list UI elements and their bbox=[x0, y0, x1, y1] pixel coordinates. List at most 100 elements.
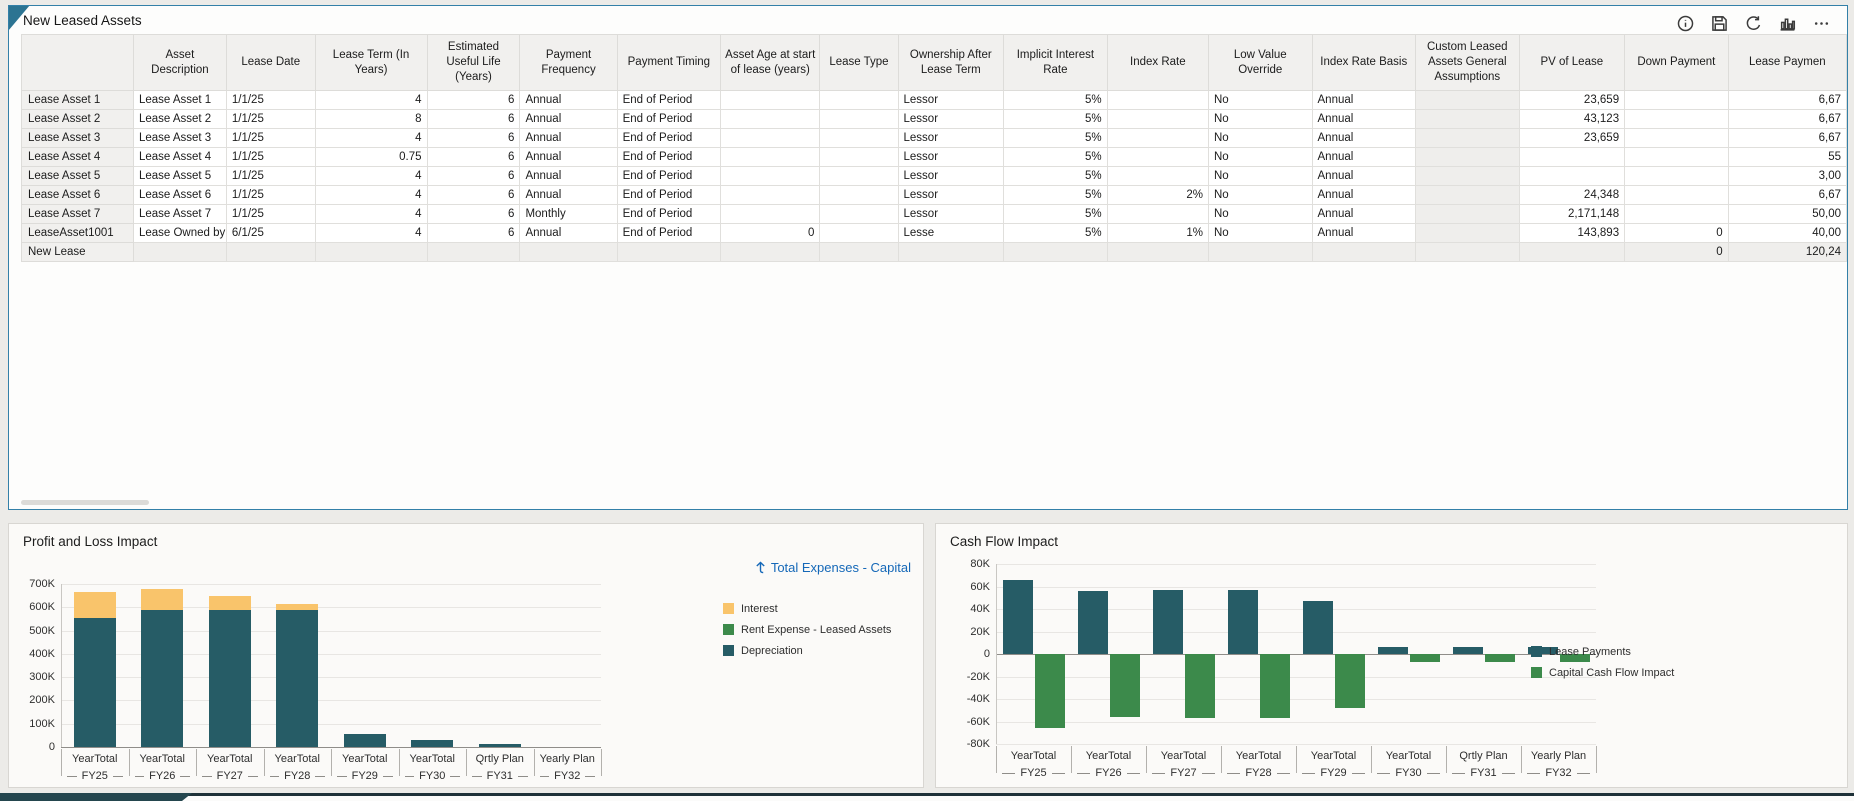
grid-cell[interactable]: 40,00 bbox=[1727, 223, 1847, 243]
grid-cell[interactable]: 55 bbox=[1727, 147, 1847, 167]
grid-cell[interactable]: 2,171,148 bbox=[1518, 204, 1626, 224]
grid-cell[interactable]: 1% bbox=[1106, 223, 1210, 243]
grid-cell[interactable] bbox=[1624, 90, 1729, 110]
grid-cell[interactable]: Lease Asset 2 bbox=[132, 109, 227, 129]
grid-cell[interactable] bbox=[1518, 147, 1626, 167]
grid-cell[interactable] bbox=[1415, 242, 1520, 262]
grid-cell[interactable]: 5% bbox=[1003, 109, 1108, 129]
more-icon[interactable] bbox=[1812, 14, 1831, 33]
grid-cell[interactable] bbox=[1415, 109, 1520, 129]
grid-cell[interactable] bbox=[1106, 90, 1210, 110]
grid-cell[interactable] bbox=[819, 90, 899, 110]
grid-cell[interactable] bbox=[819, 223, 899, 243]
grid-cell[interactable] bbox=[1624, 185, 1729, 205]
grid-cell[interactable]: 5% bbox=[1003, 185, 1108, 205]
grid-cell[interactable]: 4 bbox=[314, 185, 428, 205]
grid-cell[interactable] bbox=[720, 185, 821, 205]
grid-cell[interactable]: Annual bbox=[1311, 185, 1416, 205]
grid-cell[interactable]: 0 bbox=[1624, 242, 1729, 262]
grid-cell[interactable]: 3,00 bbox=[1727, 166, 1847, 186]
grid-cell[interactable]: 120,24 bbox=[1727, 242, 1847, 262]
grid-cell[interactable] bbox=[519, 242, 618, 262]
grid-cell[interactable]: Lease Asset 3 bbox=[132, 128, 227, 148]
grid-cell[interactable]: 5% bbox=[1003, 166, 1108, 186]
grid-cell[interactable]: 1/1/25 bbox=[225, 147, 316, 167]
grid-cell[interactable] bbox=[1624, 204, 1729, 224]
grid-cell[interactable]: No bbox=[1208, 128, 1313, 148]
grid-cell[interactable] bbox=[819, 147, 899, 167]
grid-cell[interactable] bbox=[897, 242, 1005, 262]
refresh-icon[interactable] bbox=[1744, 14, 1763, 33]
grid-cell[interactable]: Annual bbox=[1311, 166, 1416, 186]
grid-cell[interactable] bbox=[720, 90, 821, 110]
grid-cell[interactable] bbox=[720, 147, 821, 167]
grid-cell[interactable] bbox=[1624, 109, 1729, 129]
grid-cell[interactable]: No bbox=[1208, 204, 1313, 224]
grid-cell[interactable]: Lessor bbox=[897, 128, 1005, 148]
grid-cell[interactable]: Lessor bbox=[897, 147, 1005, 167]
grid-cell[interactable]: 8 bbox=[314, 109, 428, 129]
grid-cell[interactable]: 6 bbox=[426, 223, 521, 243]
grid-cell[interactable]: End of Period bbox=[616, 109, 722, 129]
grid-cell[interactable] bbox=[314, 242, 428, 262]
grid-cell[interactable] bbox=[1518, 242, 1626, 262]
grid-cell[interactable]: 6 bbox=[426, 128, 521, 148]
grid-cell[interactable]: 6 bbox=[426, 204, 521, 224]
grid-cell[interactable]: Annual bbox=[519, 166, 618, 186]
grid-cell[interactable] bbox=[720, 242, 821, 262]
grid-cell[interactable]: 5% bbox=[1003, 90, 1108, 110]
grid-cell[interactable] bbox=[132, 242, 227, 262]
grid-cell[interactable]: Lease Asset 4 bbox=[132, 147, 227, 167]
grid-cell[interactable]: End of Period bbox=[616, 185, 722, 205]
grid-cell[interactable] bbox=[1415, 204, 1520, 224]
grid-cell[interactable]: Annual bbox=[1311, 90, 1416, 110]
grid-cell[interactable]: Lessor bbox=[897, 109, 1005, 129]
grid-cell[interactable]: Annual bbox=[1311, 147, 1416, 167]
grid-cell[interactable]: 1/1/25 bbox=[225, 109, 316, 129]
chart-icon[interactable] bbox=[1778, 14, 1797, 33]
grid-cell[interactable]: 1/1/25 bbox=[225, 204, 316, 224]
grid-cell[interactable]: Annual bbox=[1311, 204, 1416, 224]
grid-cell[interactable]: End of Period bbox=[616, 147, 722, 167]
grid-cell[interactable]: 1/1/25 bbox=[225, 90, 316, 110]
grid-cell[interactable] bbox=[819, 166, 899, 186]
grid-cell[interactable] bbox=[1003, 242, 1108, 262]
grid-cell[interactable]: No bbox=[1208, 147, 1313, 167]
grid-cell[interactable]: 4 bbox=[314, 204, 428, 224]
grid-cell[interactable]: Annual bbox=[1311, 109, 1416, 129]
grid-cell[interactable]: Annual bbox=[519, 147, 618, 167]
grid-cell[interactable]: Lease Asset 5 bbox=[132, 166, 227, 186]
grid-cell[interactable]: No bbox=[1208, 223, 1313, 243]
grid-cell[interactable] bbox=[1415, 166, 1520, 186]
grid-cell[interactable]: 0.75 bbox=[314, 147, 428, 167]
grid-cell[interactable] bbox=[1106, 128, 1210, 148]
grid-cell[interactable]: End of Period bbox=[616, 128, 722, 148]
pnl-chart[interactable]: 0 100K 200K 300K 400K 500K 600K 700K YearTotal FY… bbox=[9, 524, 923, 787]
grid-cell[interactable]: 43,123 bbox=[1518, 109, 1626, 129]
grid-cell[interactable] bbox=[819, 109, 899, 129]
grid-cell[interactable]: No bbox=[1208, 185, 1313, 205]
grid-cell[interactable]: 5% bbox=[1003, 128, 1108, 148]
grid-cell[interactable] bbox=[720, 109, 821, 129]
info-icon[interactable] bbox=[1676, 14, 1695, 33]
grid-cell[interactable]: 6 bbox=[426, 109, 521, 129]
grid-cell[interactable]: 6 bbox=[426, 185, 521, 205]
grid-cell[interactable]: Annual bbox=[1311, 128, 1416, 148]
grid-cell[interactable]: 6,67 bbox=[1727, 185, 1847, 205]
grid-cell[interactable] bbox=[1208, 242, 1313, 262]
grid-cell[interactable]: 6,67 bbox=[1727, 128, 1847, 148]
grid-cell[interactable] bbox=[616, 242, 722, 262]
grid-cell[interactable]: 6 bbox=[426, 90, 521, 110]
grid-cell[interactable] bbox=[1106, 242, 1210, 262]
save-icon[interactable] bbox=[1710, 14, 1729, 33]
grid-cell[interactable]: 4 bbox=[314, 90, 428, 110]
new-leased-assets-panel[interactable]: New Leased Assets Asset Description Lease… bbox=[8, 5, 1848, 510]
grid-cell[interactable]: 6 bbox=[426, 166, 521, 186]
grid-cell[interactable]: 5% bbox=[1003, 204, 1108, 224]
grid-cell[interactable]: Annual bbox=[519, 109, 618, 129]
horizontal-scrollbar-thumb[interactable] bbox=[21, 500, 149, 505]
grid-cell[interactable]: 5% bbox=[1003, 223, 1108, 243]
grid-cell[interactable] bbox=[720, 128, 821, 148]
grid-cell[interactable]: Annual bbox=[519, 128, 618, 148]
grid-cell[interactable] bbox=[1415, 90, 1520, 110]
